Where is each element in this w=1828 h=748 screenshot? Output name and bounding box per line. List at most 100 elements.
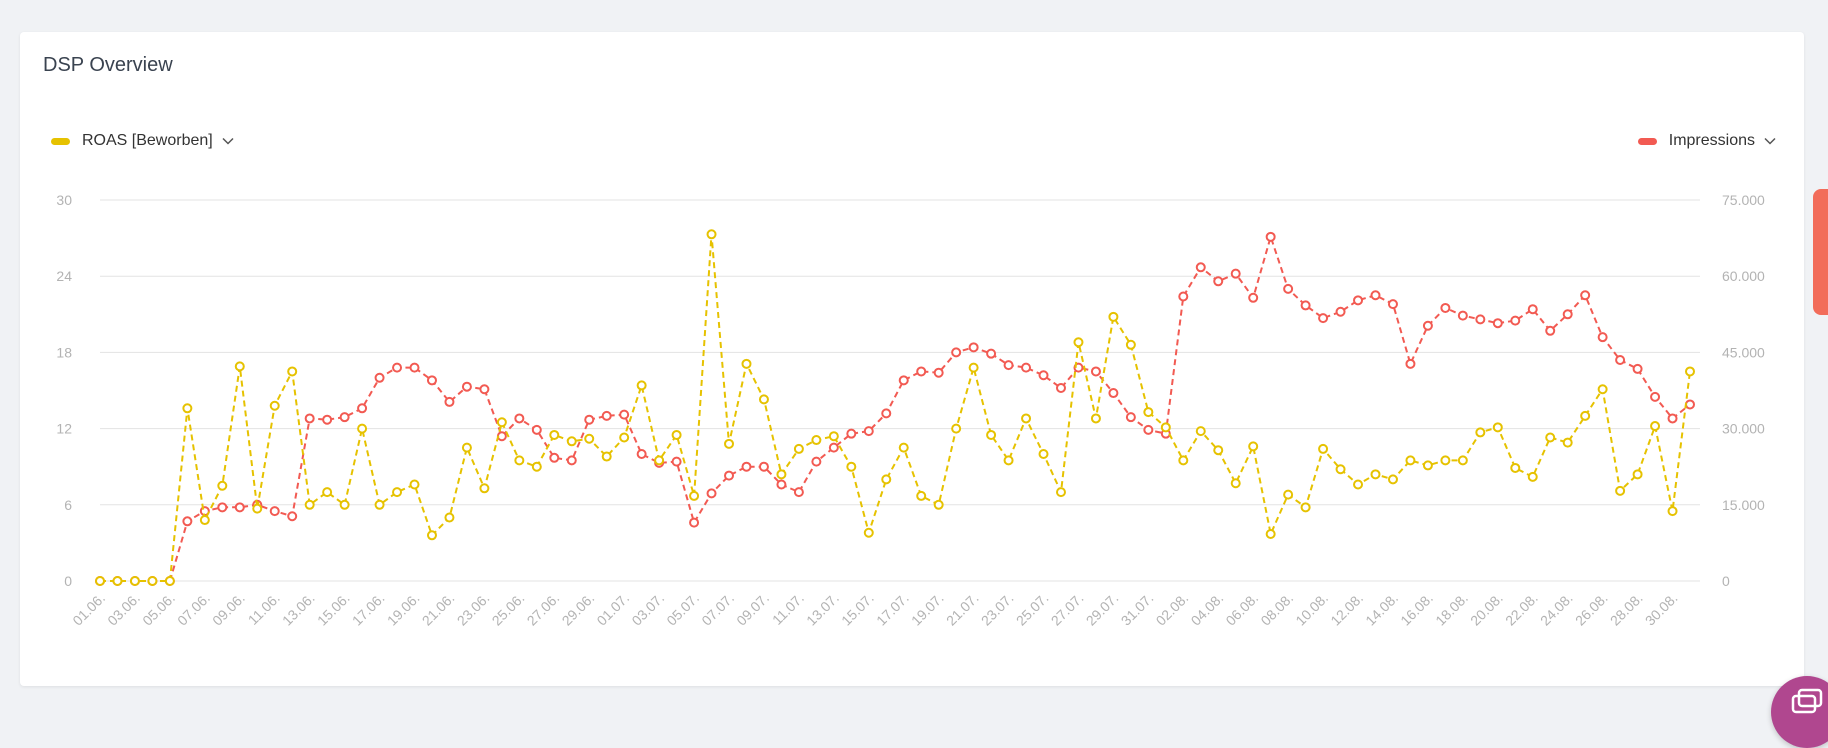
- x-tick-label: 19.06.: [384, 590, 423, 629]
- impressions-data-point: [217, 502, 228, 513]
- x-tick-label: 15.07.: [838, 590, 877, 629]
- impressions-data-point: [1300, 300, 1311, 311]
- impressions-data-point: [881, 408, 892, 419]
- impressions-data-point: [461, 381, 472, 392]
- x-tick-label: 03.07.: [628, 590, 667, 629]
- impressions-data-point: [1143, 424, 1154, 435]
- roas-data-point: [951, 423, 962, 434]
- roas-data-point: [933, 499, 944, 510]
- roas-data-point: [706, 229, 717, 240]
- roas-data-point: [1387, 474, 1398, 485]
- impressions-series-line: [100, 233, 1691, 582]
- side-panel-tab[interactable]: [1813, 189, 1828, 315]
- roas-data-point: [496, 417, 507, 428]
- x-tick-label: 07.06.: [174, 590, 213, 629]
- x-tick-label: 28.08.: [1607, 590, 1646, 629]
- roas-data-point: [1021, 413, 1032, 424]
- roas-data-point: [1055, 487, 1066, 498]
- y-right-tick-label: 0: [1722, 573, 1730, 589]
- impressions-data-point: [409, 362, 420, 373]
- x-tick-label: 03.06.: [104, 590, 143, 629]
- x-tick-label: 13.06.: [279, 590, 318, 629]
- impressions-data-point: [706, 488, 717, 499]
- impressions-data-point: [1248, 292, 1259, 303]
- x-tick-label: 27.07.: [1048, 590, 1087, 629]
- roas-data-point: [217, 480, 228, 491]
- roas-data-point: [566, 436, 577, 447]
- impressions-data-point: [1230, 268, 1241, 279]
- impressions-data-point: [619, 409, 630, 420]
- roas-data-point: [129, 576, 140, 586]
- impressions-data-point: [444, 396, 455, 407]
- impressions-data-point: [234, 502, 245, 513]
- impressions-data-point: [758, 461, 769, 472]
- roas-data-point: [1125, 339, 1136, 350]
- roas-data-point: [1265, 529, 1276, 540]
- left-series-selector[interactable]: ROAS [Beworben]: [51, 127, 234, 155]
- impressions-data-point: [1650, 391, 1661, 402]
- y-right-tick-label: 45.000: [1722, 344, 1765, 360]
- impressions-data-point: [1562, 309, 1573, 320]
- y-right-tick-label: 15.000: [1722, 497, 1765, 513]
- roas-data-point: [1562, 437, 1573, 448]
- roas-data-point: [1300, 502, 1311, 513]
- impressions-data-point: [392, 362, 403, 373]
- roas-data-point: [426, 530, 437, 541]
- impressions-data-point: [1615, 355, 1626, 366]
- impressions-data-point: [1597, 332, 1608, 343]
- roas-data-point: [584, 433, 595, 444]
- impressions-data-point: [1283, 283, 1294, 294]
- roas-data-point: [339, 499, 350, 510]
- roas-data-point: [601, 451, 612, 462]
- impressions-data-point: [1353, 295, 1364, 306]
- impressions-data-point: [1178, 291, 1189, 302]
- roas-data-point: [1090, 413, 1101, 424]
- impressions-data-point: [1370, 290, 1381, 301]
- x-tick-label: 16.08.: [1397, 590, 1436, 629]
- impressions-data-point: [1055, 382, 1066, 393]
- roas-data-point: [1510, 462, 1521, 473]
- chat-button[interactable]: [1771, 676, 1828, 748]
- impressions-data-point: [1108, 388, 1119, 399]
- roas-data-point: [1405, 455, 1416, 466]
- right-series-selector[interactable]: Impressions: [1637, 127, 1776, 155]
- x-tick-label: 05.07.: [663, 590, 702, 629]
- roas-data-point: [1370, 469, 1381, 480]
- roas-data-point: [1195, 426, 1206, 437]
- impressions-data-point: [951, 347, 962, 358]
- impressions-data-point: [287, 511, 298, 522]
- x-tick-label: 11.07.: [769, 590, 807, 628]
- roas-data-point: [654, 455, 665, 466]
- impressions-data-point: [968, 342, 979, 353]
- roas-data-point: [304, 499, 315, 510]
- roas-data-point: [514, 455, 525, 466]
- impressions-data-point: [1510, 315, 1521, 326]
- impressions-data-point: [636, 449, 647, 459]
- roas-data-point: [1440, 455, 1451, 466]
- x-tick-label: 23.06.: [454, 590, 493, 629]
- x-tick-label: 15.06.: [314, 590, 353, 629]
- dsp-overview-card: DSP Overview ROAS [Beworben] Impressions…: [20, 32, 1804, 686]
- x-tick-label: 09.07.: [733, 590, 772, 629]
- roas-data-point: [409, 479, 420, 490]
- x-tick-label: 17.07.: [873, 590, 912, 629]
- roas-data-point: [392, 487, 403, 498]
- roas-data-point: [968, 362, 979, 373]
- impressions-data-point: [514, 413, 525, 424]
- x-tick-label: 09.06.: [209, 590, 248, 629]
- roas-data-point: [1492, 422, 1503, 433]
- x-tick-label: 18.08.: [1432, 590, 1471, 629]
- impressions-data-point: [1492, 318, 1503, 329]
- roas-data-point: [758, 394, 769, 405]
- impressions-data-point: [1475, 314, 1486, 325]
- chevron-down-icon: [222, 137, 234, 145]
- impressions-data-point: [986, 348, 997, 359]
- impressions-data-point: [426, 375, 437, 386]
- impressions-data-point: [584, 414, 595, 425]
- roas-data-point: [147, 576, 158, 586]
- impressions-data-point: [322, 414, 333, 425]
- roas-data-point: [1160, 422, 1171, 433]
- roas-data-point: [1318, 443, 1329, 454]
- roas-data-point: [863, 527, 874, 538]
- roas-data-point: [95, 576, 105, 586]
